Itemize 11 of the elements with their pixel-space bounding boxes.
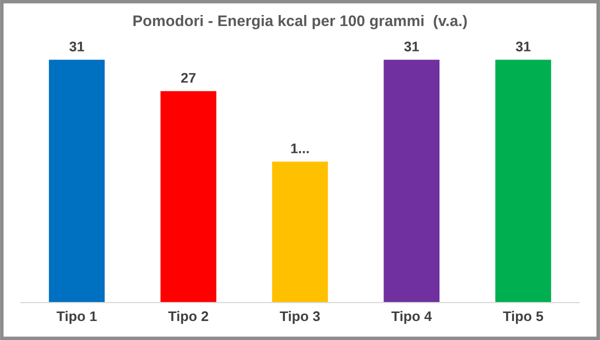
x-tick-label: Tipo 5	[503, 310, 544, 324]
data-label: 27	[181, 72, 196, 83]
data-label: 31	[69, 42, 84, 52]
x-tick-label: Tipo 3	[280, 310, 320, 324]
data-label: 31	[404, 42, 419, 52]
x-tick-label: Tipo 1	[56, 310, 97, 324]
chart-title: Pomodori - Energia kcal per 100 grammi (v.a.)	[133, 14, 467, 30]
data-label: 1...	[291, 144, 309, 154]
x-tick-label: Tipo 2	[168, 310, 208, 324]
data-label: 31	[516, 42, 531, 52]
x-tick-label: Tipo 4	[391, 310, 432, 324]
